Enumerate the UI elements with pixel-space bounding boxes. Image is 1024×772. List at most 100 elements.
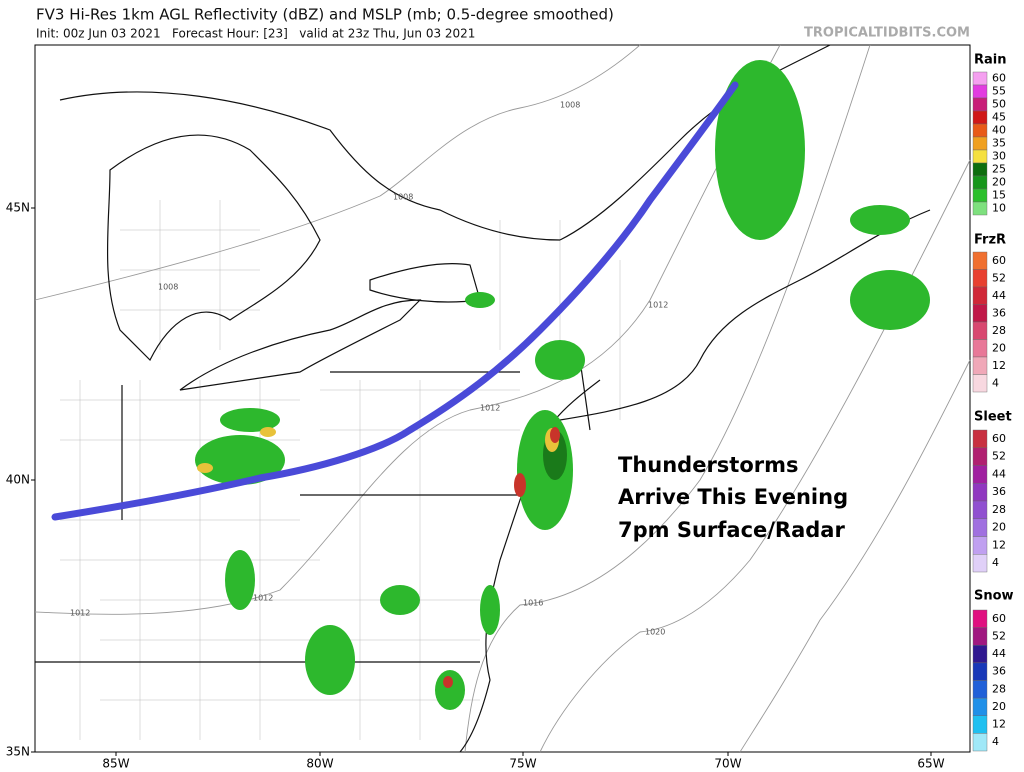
- legend-label: 36: [992, 306, 1006, 319]
- isobar-label: 1012: [480, 404, 500, 413]
- legend-label: 20: [992, 176, 1006, 189]
- legend-label: 20: [992, 521, 1006, 534]
- radar-echoes: [195, 60, 930, 710]
- legend-swatch: [972, 733, 988, 752]
- isobar-label: 1008: [560, 101, 580, 110]
- county-lines: [60, 200, 621, 740]
- legend-label: 35: [992, 137, 1006, 150]
- legend-swatch: [972, 645, 988, 664]
- legend-swatch: [972, 149, 988, 164]
- legend-swatch: [972, 697, 988, 716]
- legend-swatch: [972, 162, 988, 177]
- legend-label: 12: [992, 718, 1006, 731]
- isobar-label: 1012: [253, 594, 273, 603]
- legend-label: 44: [992, 467, 1006, 480]
- legend-label: 44: [992, 647, 1006, 660]
- legend-swatch: [972, 447, 988, 466]
- subtitle: Init: 00z Jun 03 2021 Forecast Hour: [23…: [36, 27, 475, 41]
- legend-label: 45: [992, 111, 1006, 124]
- legend-swatch: [972, 286, 988, 305]
- legend-label: 44: [992, 289, 1006, 302]
- legend-swatch: [972, 84, 988, 99]
- legend-swatch: [972, 662, 988, 681]
- legend-swatch: [972, 500, 988, 519]
- legend-label: 25: [992, 163, 1006, 176]
- map: 1008 1008 1008 1012 1012 1012 1012 1016 …: [34, 44, 971, 753]
- legend-swatch: [972, 188, 988, 203]
- lon-label: 70W: [714, 757, 741, 771]
- isobar-label: 1012: [648, 301, 668, 310]
- legend-label: 36: [992, 665, 1006, 678]
- legend-label: 40: [992, 124, 1006, 137]
- legend-swatch: [972, 554, 988, 573]
- legend: Rain6055504540353025201510FrzR6052443628…: [972, 53, 1014, 752]
- legend-swatch: [972, 123, 988, 138]
- legend-label: 20: [992, 341, 1006, 354]
- lat-label: 40N: [6, 473, 30, 487]
- lon-label: 75W: [509, 757, 536, 771]
- legend-label: 60: [992, 612, 1006, 625]
- legend-label: 12: [992, 359, 1006, 372]
- annotation: Thunderstorms Arrive This Evening 7pm Su…: [618, 453, 848, 542]
- isobar-label: 1020: [645, 628, 665, 637]
- legend-label: 52: [992, 629, 1006, 642]
- axes: 45N 40N 35N 85W 80W 75W 70W 65W: [6, 201, 945, 771]
- legend-label: 52: [992, 450, 1006, 463]
- legend-label: 15: [992, 189, 1006, 202]
- isobar-label: 1008: [393, 193, 413, 202]
- isobar-label: 1008: [158, 283, 178, 292]
- legend-swatch: [972, 175, 988, 190]
- legend-label: 50: [992, 98, 1006, 111]
- lat-label: 45N: [6, 201, 30, 215]
- legend-swatch: [972, 71, 988, 86]
- legend-swatch: [972, 429, 988, 448]
- legend-swatch: [972, 110, 988, 125]
- legend-swatch: [972, 304, 988, 323]
- legend-swatch: [972, 536, 988, 555]
- annotation-line: Thunderstorms: [618, 453, 799, 477]
- legend-swatch: [972, 609, 988, 628]
- legend-swatch: [972, 269, 988, 288]
- front-line: [51, 81, 739, 521]
- map-frame: [34, 44, 971, 753]
- source: TROPICALTIDBITS.COM: [804, 26, 970, 41]
- legend-swatch: [972, 715, 988, 734]
- legend-label: 60: [992, 72, 1006, 85]
- legend-label: 30: [992, 150, 1006, 163]
- legend-label: 4: [992, 556, 999, 569]
- legend-title: FrzR: [974, 233, 1006, 248]
- legend-swatch: [972, 356, 988, 375]
- isobar-label: 1012: [70, 609, 90, 618]
- legend-swatch: [972, 97, 988, 112]
- legend-swatch: [972, 680, 988, 699]
- legend-label: 28: [992, 324, 1006, 337]
- legend-label: 55: [992, 85, 1006, 98]
- legend-label: 12: [992, 538, 1006, 551]
- legend-swatch: [972, 518, 988, 537]
- legend-label: 52: [992, 271, 1006, 284]
- legend-label: 60: [992, 254, 1006, 267]
- lon-label: 65W: [917, 757, 944, 771]
- legend-swatch: [972, 136, 988, 151]
- legend-swatch: [972, 374, 988, 393]
- legend-title: Rain: [974, 53, 1007, 68]
- lat-label: 35N: [6, 745, 30, 759]
- title: FV3 Hi-Res 1km AGL Reflectivity (dBZ) an…: [36, 6, 614, 24]
- legend-swatch: [972, 483, 988, 502]
- lon-label: 85W: [102, 757, 129, 771]
- lon-label: 80W: [306, 757, 333, 771]
- isobar-label: 1016: [523, 599, 543, 608]
- annotation-line: Arrive This Evening: [618, 485, 848, 509]
- legend-label: 10: [992, 202, 1006, 215]
- legend-swatch: [972, 339, 988, 358]
- legend-swatch: [972, 627, 988, 646]
- legend-label: 4: [992, 376, 999, 389]
- annotation-line: 7pm Surface/Radar: [618, 518, 845, 542]
- legend-label: 20: [992, 700, 1006, 713]
- legend-title: Sleet: [974, 410, 1012, 425]
- legend-swatch: [972, 201, 988, 216]
- legend-swatch: [972, 251, 988, 270]
- legend-label: 28: [992, 503, 1006, 516]
- legend-label: 60: [992, 432, 1006, 445]
